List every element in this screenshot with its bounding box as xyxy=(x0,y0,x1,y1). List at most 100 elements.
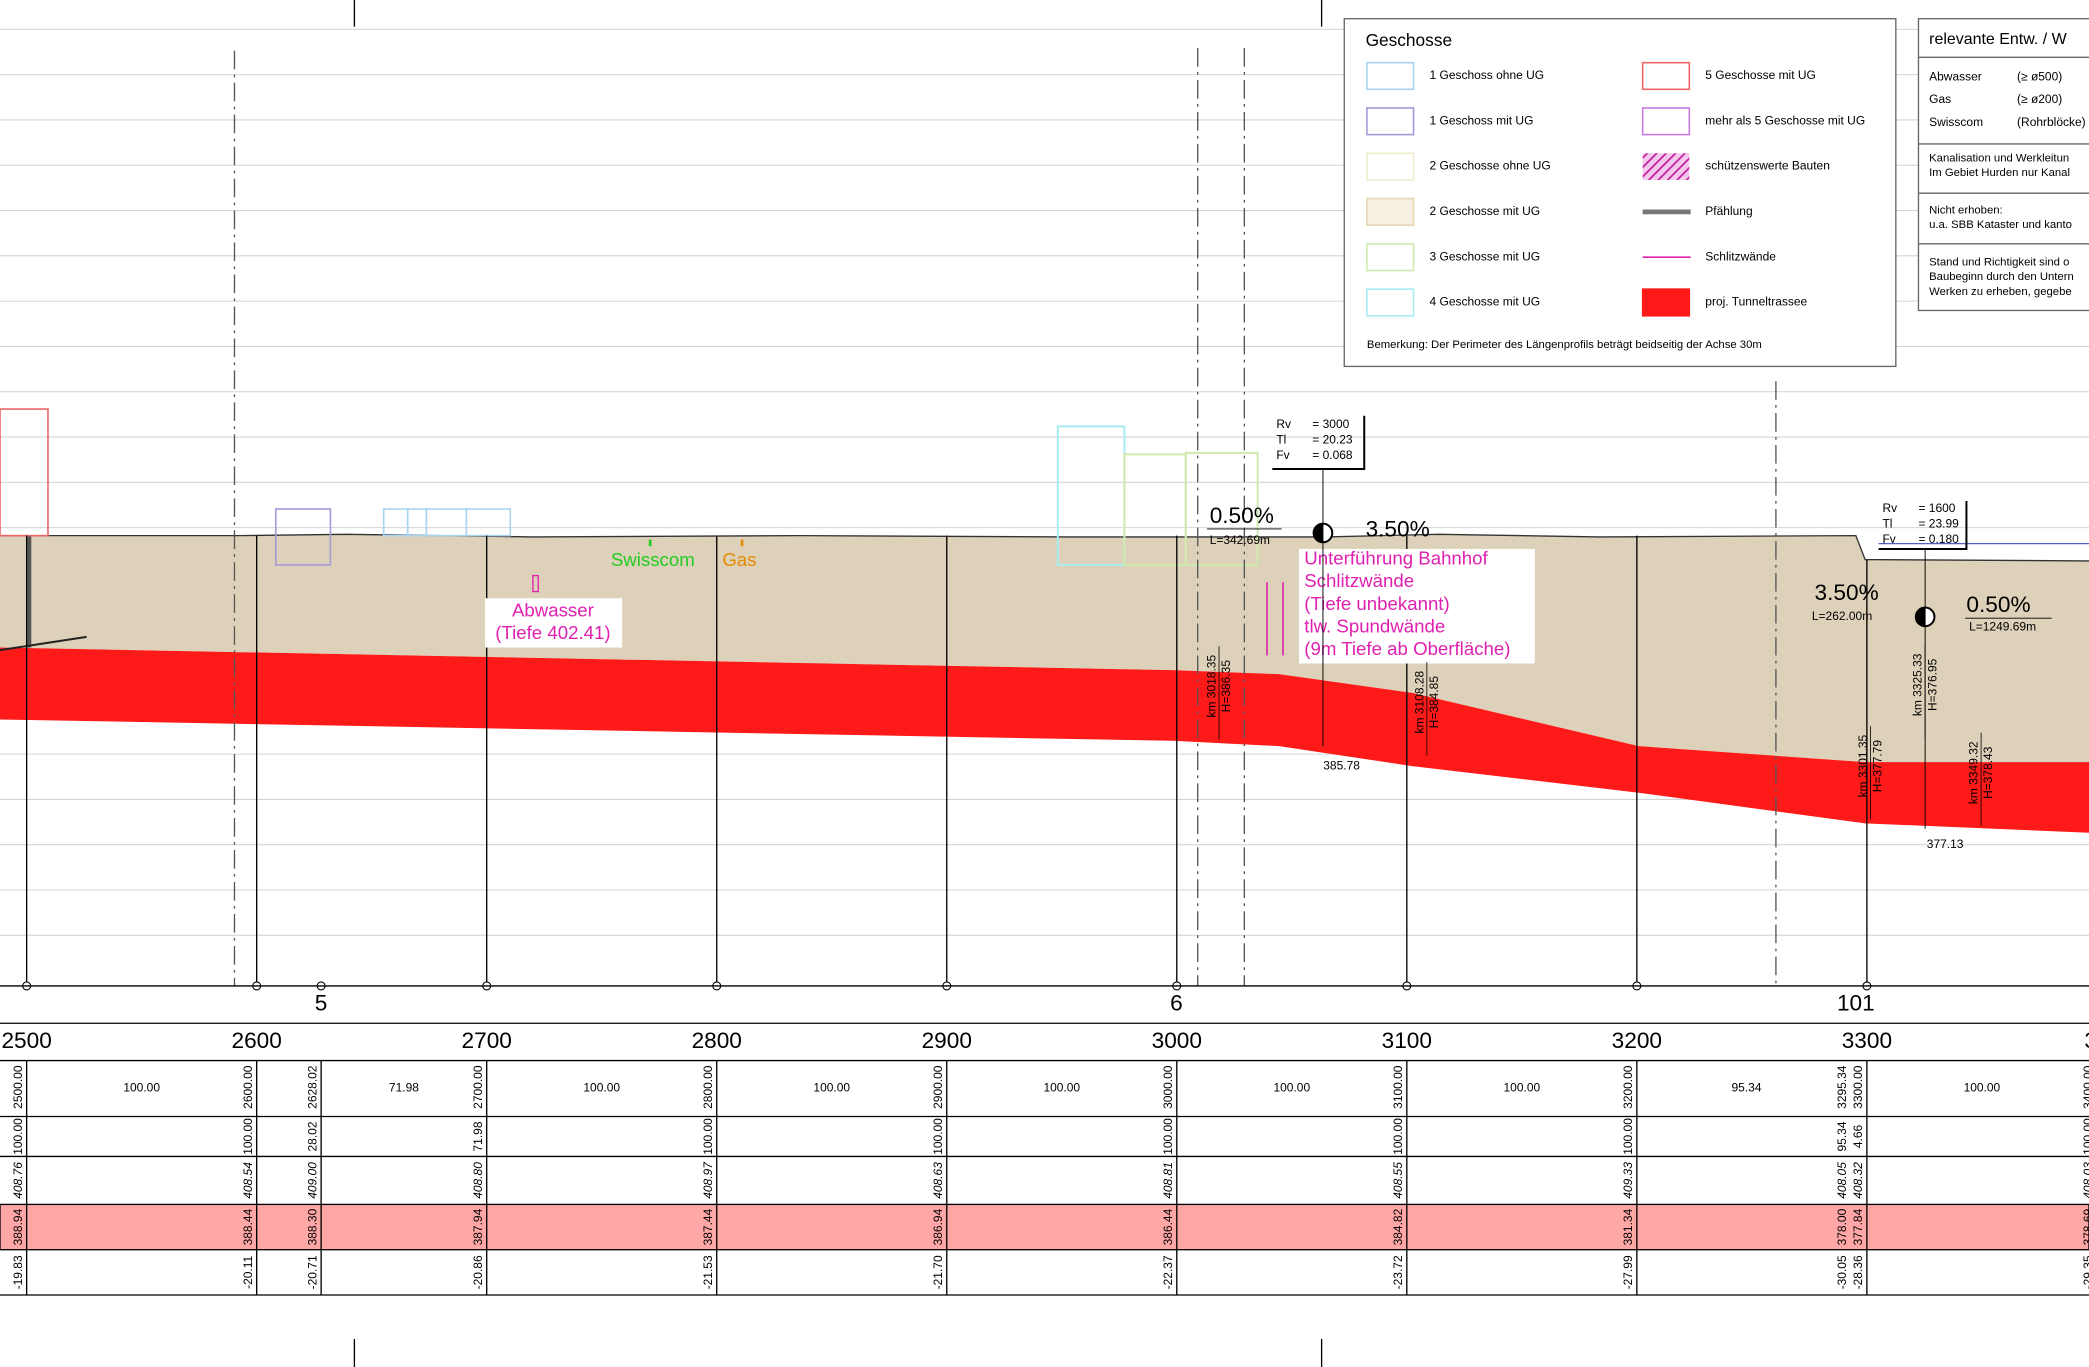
table-distance: 100.00 xyxy=(1043,1081,1080,1095)
table-lengths: 100.00 xyxy=(241,1118,255,1155)
table-stations: 2600.00 xyxy=(241,1065,255,1109)
curve-key: Fv xyxy=(1276,448,1289,462)
info-note: Werken zu erheben, gegebe xyxy=(1929,286,2072,298)
table-distance: 100.00 xyxy=(123,1081,160,1095)
point-label: km 3018.35 xyxy=(1205,655,1219,718)
vertex-marker xyxy=(1915,607,1926,627)
gradient-slope: 0.50% xyxy=(1210,503,1274,528)
table-stations: 3200.00 xyxy=(1621,1065,1635,1109)
info-key: Swisscom xyxy=(1929,115,1983,129)
table-difference: -22.37 xyxy=(1161,1255,1175,1289)
station-label: 34 xyxy=(2084,1028,2089,1053)
table-tunnel: 378.00 xyxy=(1835,1208,1849,1245)
point-label: km 3349.32 xyxy=(1967,741,1981,804)
building xyxy=(382,508,409,537)
info-value: (Rohrblöcke) xyxy=(2017,115,2086,129)
curve-value: = 3000 xyxy=(1312,417,1349,431)
underpass-line: Unterführung Bahnhof xyxy=(1304,548,1488,569)
legend-label: 2 Geschosse mit UG xyxy=(1430,204,1541,218)
table-lengths: 95.34 xyxy=(1835,1121,1849,1151)
table-ground: 408.97 xyxy=(701,1161,715,1199)
table-ground: 408.32 xyxy=(1851,1162,1865,1199)
gradient-slope: 0.50% xyxy=(1966,592,2030,617)
legend-swatch xyxy=(1366,197,1415,226)
table-ground: 408.80 xyxy=(471,1162,485,1199)
point-label: H=377.79 xyxy=(1871,740,1885,793)
table-ground: 409.00 xyxy=(305,1162,319,1199)
table-difference: -20.71 xyxy=(305,1255,319,1289)
table-tunnel: 377.84 xyxy=(1851,1208,1865,1245)
curve-box xyxy=(1878,500,1968,550)
underpass-line: Schlitzwände xyxy=(1304,570,1414,591)
gradient-slope: 3.50% xyxy=(1366,516,1430,541)
table-tunnel: 388.44 xyxy=(241,1208,255,1245)
point-label: H=384.85 xyxy=(1427,676,1441,729)
profile-number: 6 xyxy=(1170,991,1183,1016)
point-label: H=386.35 xyxy=(1219,660,1233,713)
abwasser-depth: (Tiefe 402.41) xyxy=(495,622,610,643)
legend-swatch xyxy=(1641,61,1691,91)
table-tunnel: 388.30 xyxy=(305,1208,319,1245)
info-title: relevante Entw. / W xyxy=(1929,31,2067,48)
info-note: u.a. SBB Kataster und kanto xyxy=(1929,219,2072,231)
curve-data: Rv = 3000 Tl = 20.23 Fv = 0.068 Rv = 1600 Tl = 23… xyxy=(1276,417,1959,546)
abwasser-label: Abwasser xyxy=(512,599,594,620)
tunnel-row xyxy=(0,1203,2089,1251)
table-difference: -19.83 xyxy=(11,1255,25,1289)
info-note: Nicht erhoben: xyxy=(1929,205,2003,217)
table-lengths: 71.98 xyxy=(471,1121,485,1151)
terrain xyxy=(0,534,2089,763)
table-lengths: 100.00 xyxy=(1621,1118,1635,1155)
curve-box xyxy=(1272,415,1366,471)
table-tunnel: 388.94 xyxy=(11,1208,25,1245)
point-label: H=376.95 xyxy=(1925,658,1939,711)
table-stations: 2900.00 xyxy=(931,1065,945,1109)
curve-value: = 0.180 xyxy=(1918,532,1959,546)
curve-key: Tl xyxy=(1276,433,1286,447)
building xyxy=(465,508,512,537)
building xyxy=(0,408,49,537)
table-difference: -27.99 xyxy=(1621,1255,1635,1289)
table-lengths: 28.02 xyxy=(305,1121,319,1151)
legend-label: 1 Geschoss mit UG xyxy=(1430,113,1534,127)
table-lengths: 100.00 xyxy=(701,1118,715,1155)
underpass-line: tlw. Spundwände xyxy=(1304,615,1445,636)
table-lengths: 100.00 xyxy=(11,1118,25,1155)
table-tunnel: 381.34 xyxy=(1621,1208,1635,1245)
pipe xyxy=(0,635,87,652)
info-key: Abwasser xyxy=(1929,69,1982,83)
vertex-marker xyxy=(1313,523,1323,543)
table-distance: 100.00 xyxy=(1964,1081,2001,1095)
legend-label: 4 Geschosse mit UG xyxy=(1430,295,1541,309)
table-ground: 408.54 xyxy=(241,1162,255,1199)
info-note: Im Gebiet Hurden nur Kanal xyxy=(1929,167,2070,179)
info-note: Stand und Richtigkeit sind o xyxy=(1929,256,2069,268)
table-distance: 95.34 xyxy=(1732,1081,1762,1095)
legend-box xyxy=(1343,18,1897,368)
station-label: 2700 xyxy=(462,1028,512,1053)
station-label: 3100 xyxy=(1382,1028,1432,1053)
abwasser-mark xyxy=(532,574,539,593)
swisscom-label: Swisscom xyxy=(611,549,695,570)
table-lengths: 4.66 xyxy=(1851,1124,1865,1148)
table-tunnel: 387.44 xyxy=(701,1208,715,1245)
legend-swatch xyxy=(1366,288,1415,317)
table-stations: 3100.00 xyxy=(1391,1065,1405,1109)
table-stations: 2628.02 xyxy=(305,1065,319,1109)
legend-swatch xyxy=(1366,243,1415,272)
legend-label: Pfählung xyxy=(1705,204,1752,218)
label-background xyxy=(484,598,623,648)
legend-label: mehr als 5 Geschosse mit UG xyxy=(1705,113,1865,127)
legend-swatch xyxy=(1366,107,1415,136)
gradient-length: L=262.00m xyxy=(1812,609,1872,623)
table-tunnel: 384.82 xyxy=(1391,1208,1405,1245)
info-note: Baubeginn durch den Untern xyxy=(1929,271,2074,283)
gradient-length: L=1249.69m xyxy=(1969,620,2036,634)
legend-label: 5 Geschosse mit UG xyxy=(1705,68,1816,82)
curve-key: Rv xyxy=(1276,417,1291,431)
curve-value: = 23.99 xyxy=(1918,516,1959,530)
station-label: 2800 xyxy=(692,1028,742,1053)
table-ground: 409.33 xyxy=(1621,1162,1635,1199)
table-stations: 3295.34 xyxy=(1835,1065,1849,1109)
